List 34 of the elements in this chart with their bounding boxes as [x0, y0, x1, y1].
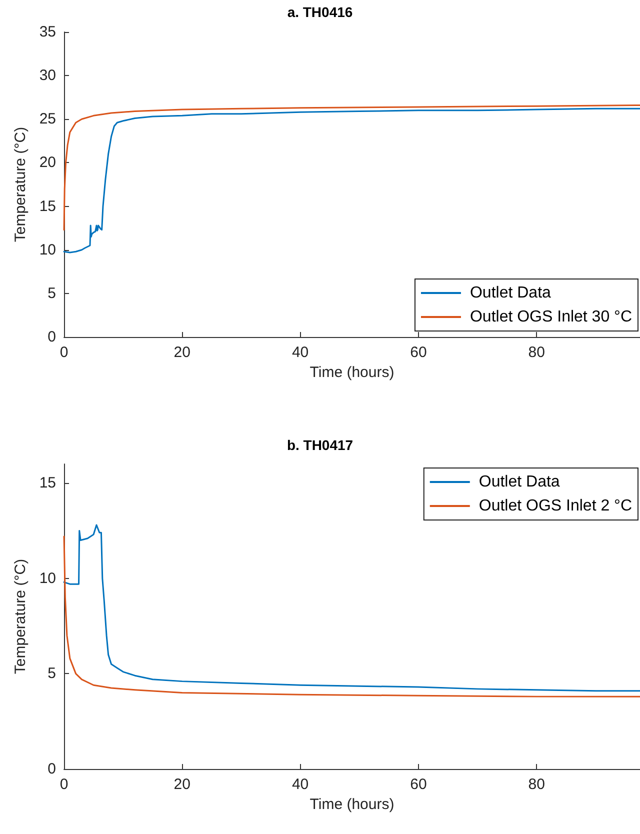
x-tick-label: 40: [292, 776, 309, 793]
y-axis-title: Temperature (°C): [12, 126, 29, 242]
legend-label: Outlet OGS Inlet 30 °C: [470, 308, 632, 326]
x-tick-label: 80: [528, 344, 545, 361]
chart-title: b. TH0417: [286, 437, 354, 453]
x-axis-title: Time (hours): [310, 364, 394, 381]
y-tick-label: 25: [39, 110, 56, 128]
x-tick-label: 80: [528, 776, 545, 793]
y-tick-label: 30: [39, 67, 56, 84]
x-tick-label: 40: [292, 344, 309, 361]
y-axis-title: Temperature (°C): [12, 558, 29, 674]
x-tick-label: 0: [60, 344, 68, 361]
line-series: [63, 104, 640, 231]
x-tick-label: 0: [60, 776, 68, 793]
y-tick-label: 35: [39, 24, 56, 40]
chart-title: a. TH0416: [287, 4, 353, 20]
y-tick-label: 15: [39, 474, 56, 492]
legend-label: Outlet OGS Inlet 2 °C: [478, 498, 632, 514]
x-tick-label: 60: [410, 776, 427, 793]
y-tick-label: 15: [39, 198, 56, 215]
y-tick-label: 0: [48, 328, 56, 346]
y-tick-label: 20: [39, 154, 56, 172]
y-tick-label: 10: [39, 241, 56, 258]
x-tick-label: 60: [410, 344, 427, 361]
legend-label: Outlet Data: [478, 474, 560, 490]
y-tick-label: 10: [39, 570, 56, 587]
x-tick-label: 20: [174, 344, 190, 361]
y-tick-label: 5: [48, 665, 56, 682]
line-series: [63, 108, 640, 254]
x-tick-label: 20: [174, 776, 190, 793]
legend-label: Outlet Data: [470, 284, 552, 302]
y-tick-label: 0: [48, 760, 56, 778]
x-axis-title: Time (hours): [310, 796, 394, 813]
y-tick-label: 5: [48, 284, 56, 302]
